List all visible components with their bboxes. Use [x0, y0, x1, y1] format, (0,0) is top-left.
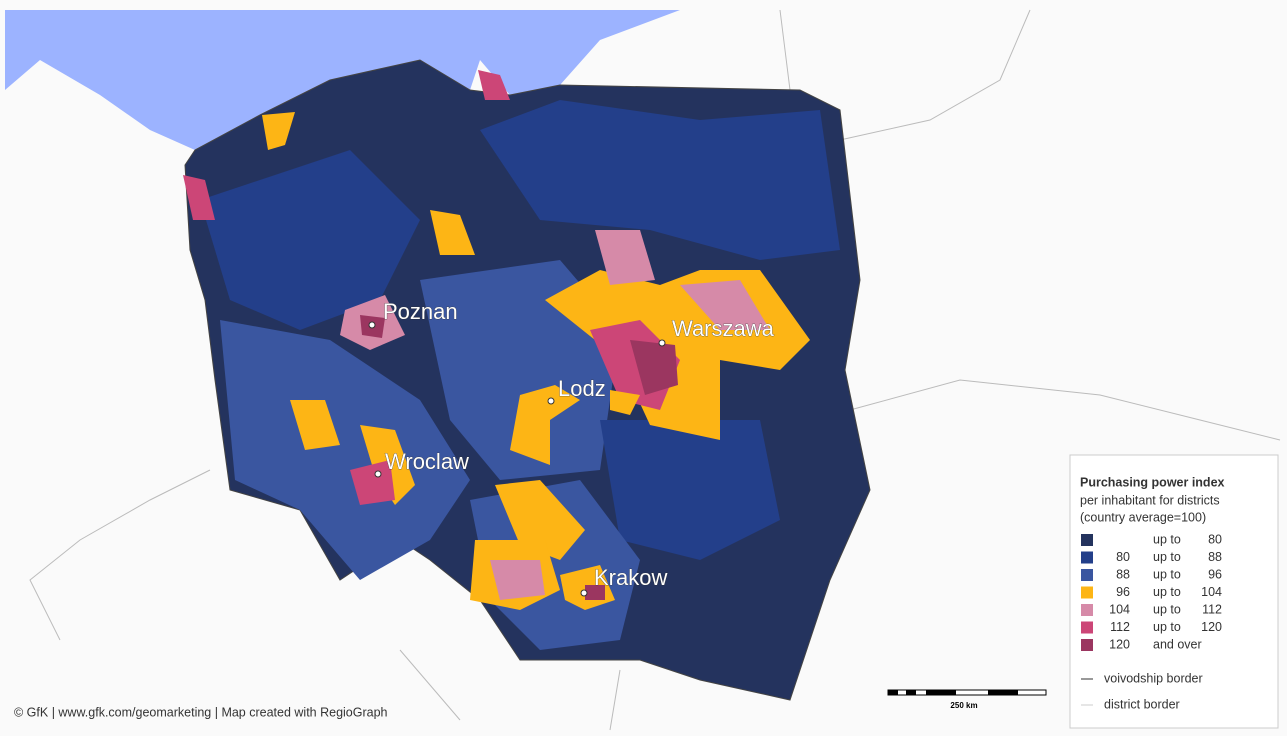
legend-to: 120	[1201, 620, 1222, 634]
region	[490, 560, 545, 600]
legend-from: 120	[1109, 637, 1130, 651]
region	[350, 460, 395, 505]
region	[585, 585, 605, 600]
city-dot	[547, 397, 555, 405]
region	[200, 150, 420, 330]
city-label: Warszawa	[672, 316, 775, 341]
region	[478, 70, 510, 100]
legend-from: 96	[1116, 585, 1130, 599]
legend-swatch	[1081, 639, 1093, 651]
legend-to: 96	[1208, 567, 1222, 581]
legend-swatch	[1081, 621, 1093, 634]
legend-swatch	[1081, 534, 1093, 546]
city-label: Krakow	[594, 565, 667, 590]
legend-connector: up to	[1153, 532, 1181, 546]
city-dot	[580, 589, 588, 597]
legend-swatch	[1081, 551, 1093, 564]
regions	[183, 70, 840, 650]
city-label: Wroclaw	[385, 449, 469, 474]
region	[220, 320, 470, 580]
city-dot	[368, 321, 376, 329]
legend: up to 80 80 up to 88 88 up to 96 96 up to 104 104 up…	[1081, 532, 1222, 711]
region	[610, 390, 640, 415]
region	[480, 100, 840, 260]
region	[290, 400, 340, 450]
city-dot	[658, 339, 666, 347]
legend-title: Purchasing power index	[1080, 475, 1225, 489]
legend-to: 88	[1208, 550, 1222, 564]
region	[495, 480, 585, 560]
country-borders	[29, 9, 1281, 731]
region	[595, 230, 655, 285]
city-label: Lodz	[558, 376, 606, 401]
legend-swatch	[1081, 586, 1093, 599]
legend-from: 104	[1109, 602, 1130, 616]
legend-subtitle: per inhabitant for districts	[1080, 493, 1220, 507]
city-label: Poznan	[383, 299, 458, 324]
region	[630, 340, 678, 395]
legend-to: 80	[1208, 532, 1222, 546]
legend-connector: up to	[1153, 602, 1181, 616]
legend-swatch	[1081, 604, 1093, 616]
scale-label: 250 km	[950, 701, 977, 710]
legend-to: 112	[1202, 602, 1222, 616]
scale-bar: 250 km	[887, 689, 1047, 710]
legend-connector: up to	[1153, 567, 1181, 581]
legend-border-label: voivodship border	[1104, 671, 1203, 685]
credit: © GfK | www.gfk.com/geomarketing | Map c…	[14, 705, 388, 719]
legend-connector: and over	[1153, 637, 1202, 651]
sea	[5, 10, 680, 150]
region	[183, 175, 215, 220]
region	[510, 385, 580, 465]
legend-from: 88	[1116, 567, 1130, 581]
cities: Poznan Warszawa Lodz Wroclaw Krakow	[368, 299, 775, 597]
city-dot	[374, 470, 382, 478]
region	[680, 280, 770, 330]
legend-connector: up to	[1153, 620, 1181, 634]
region	[430, 210, 475, 255]
legend-border-label: district border	[1104, 697, 1180, 711]
legend-swatch	[1081, 569, 1093, 581]
region	[262, 112, 295, 150]
legend-connector: up to	[1153, 550, 1181, 564]
legend-subtitle: (country average=100)	[1080, 510, 1206, 524]
legend-from: 80	[1116, 550, 1130, 564]
legend-box	[1069, 454, 1279, 729]
region	[600, 420, 780, 560]
legend-connector: up to	[1153, 585, 1181, 599]
legend-from: 112	[1110, 620, 1130, 634]
legend-to: 104	[1201, 585, 1222, 599]
